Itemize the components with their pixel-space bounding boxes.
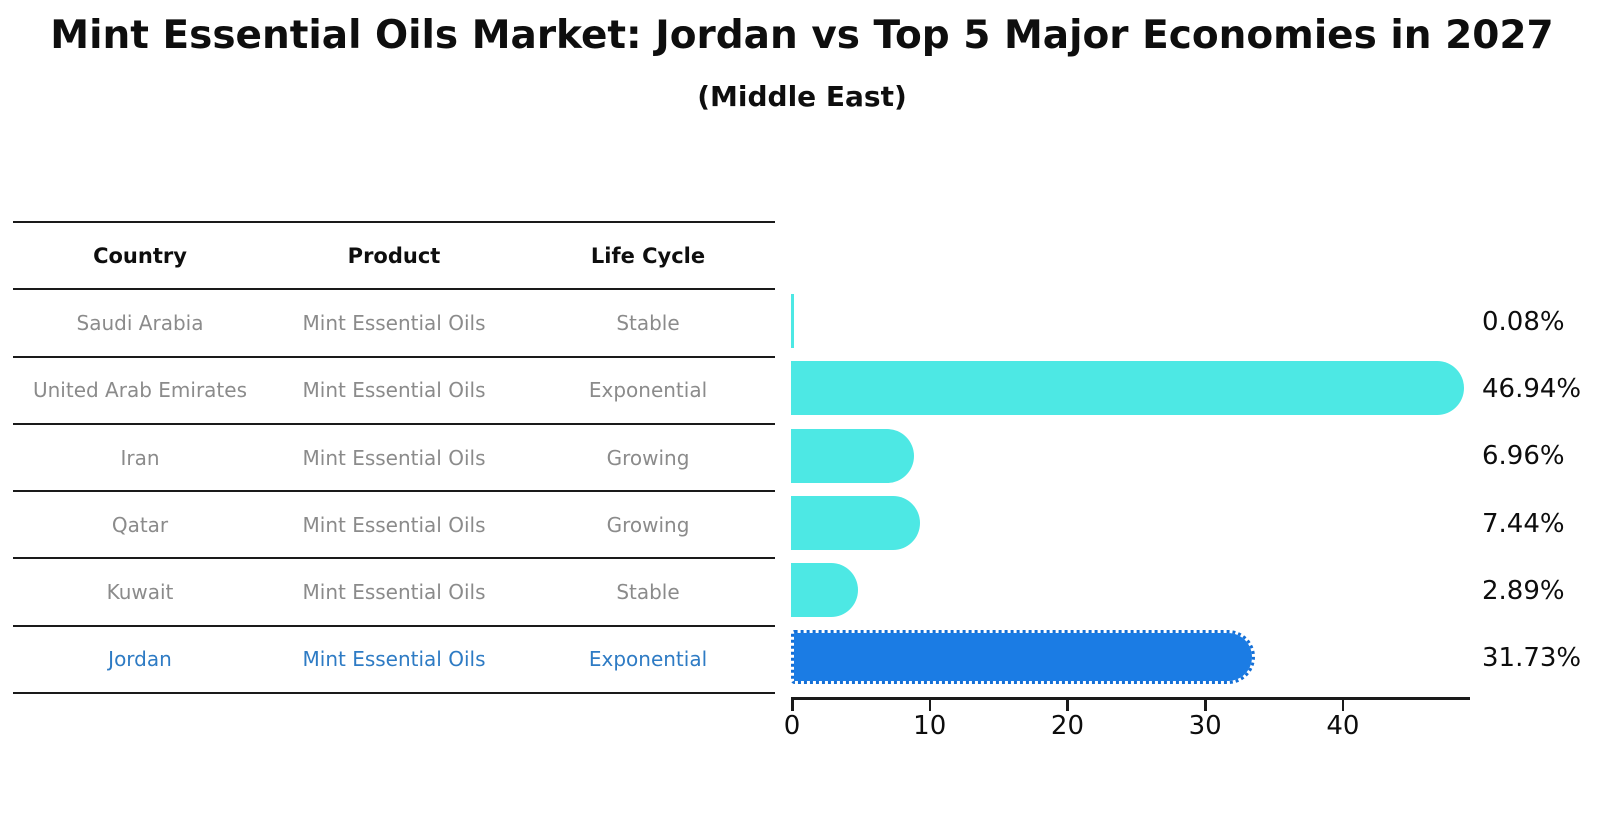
table-row-saudi-arabia: Saudi Arabia Mint Essential Oils Stable (13, 290, 775, 358)
cell-life-cycle: Stable (616, 580, 680, 605)
cell-life-cycle: Stable (616, 310, 680, 335)
bar-row-iran (791, 423, 1470, 490)
table-row-united-arab-emirates: United Arab Emirates Mint Essential Oils E… (13, 358, 775, 425)
bar-row-qatar (791, 490, 1470, 557)
bar-row-saudi-arabia (791, 288, 1470, 355)
cell-country: Kuwait (106, 580, 174, 605)
chart-subtitle: (Middle East) (697, 80, 907, 113)
cell-product: Mint Essential Oils (302, 647, 486, 672)
cell-life-cycle: Exponential (588, 378, 708, 403)
chart-title: Mint Essential Oils Market: Jordan vs To… (50, 13, 1554, 58)
cell-life-cycle: Exponential (588, 647, 708, 672)
cell-country: Saudi Arabia (76, 310, 204, 335)
x-tick-label-10: 10 (913, 711, 947, 741)
x-tick-label-0: 0 (783, 711, 801, 741)
value-label-column: 0.08% 46.94% 6.96% 7.44% 2.89% 31.73% (1482, 288, 1602, 692)
column-header-product: Product (347, 243, 441, 268)
x-tick-label-20: 20 (1050, 711, 1084, 741)
cell-product: Mint Essential Oils (302, 378, 486, 403)
cell-product: Mint Essential Oils (302, 580, 486, 605)
column-header-life-cycle: Life Cycle (590, 243, 706, 268)
x-tick-0 (791, 700, 794, 711)
table-header: Country Product Life Cycle (13, 223, 775, 291)
table-row-jordan: Jordan Mint Essential Oils Exponential (13, 627, 775, 695)
cell-country: Jordan (108, 647, 172, 672)
table-row-iran: Iran Mint Essential Oils Growing (13, 425, 775, 493)
table-body: Saudi Arabia Mint Essential Oils Stable Uni… (13, 290, 775, 695)
value-label-qatar: 7.44% (1482, 508, 1565, 539)
bar-plot (791, 288, 1470, 692)
x-tick-20 (1066, 700, 1069, 711)
bar-iran (791, 428, 914, 483)
value-label-united-arab-emirates: 46.94% (1482, 373, 1582, 404)
x-tick-40 (1341, 700, 1345, 711)
bar-saudi-arabia (791, 294, 794, 348)
bar-row-united-arab-emirates (791, 355, 1470, 422)
bar-row-jordan (791, 624, 1470, 691)
column-header-country: Country (93, 243, 187, 268)
cell-product: Mint Essential Oils (302, 310, 486, 335)
bar-jordan (791, 630, 1255, 685)
cell-product: Mint Essential Oils (302, 512, 486, 537)
value-label-saudi-arabia: 0.08% (1482, 306, 1565, 337)
cell-country: Iran (120, 445, 160, 470)
cell-country: United Arab Emirates (32, 378, 247, 403)
cell-product: Mint Essential Oils (302, 445, 486, 470)
value-label-kuwait: 2.89% (1482, 575, 1565, 606)
table-row-qatar: Qatar Mint Essential Oils Growing (13, 492, 775, 560)
country-table: Country Product Life Cycle Saudi Arabia M… (13, 221, 775, 695)
bar-kuwait (791, 563, 858, 618)
x-tick-30 (1204, 700, 1207, 711)
x-tick-label-30: 30 (1188, 711, 1222, 741)
cell-life-cycle: Growing (606, 512, 690, 537)
cell-life-cycle: Growing (606, 445, 690, 470)
bar-qatar (791, 495, 921, 550)
cell-country: Qatar (111, 512, 169, 537)
value-label-jordan: 31.73% (1482, 643, 1582, 674)
x-axis-line (791, 697, 1470, 700)
x-tick-10 (928, 700, 932, 711)
table-row-kuwait: Kuwait Mint Essential Oils Stable (13, 559, 775, 627)
x-tick-label-40: 40 (1326, 711, 1360, 741)
bar-row-kuwait (791, 557, 1470, 624)
table-header-row: Country Product Life Cycle (13, 223, 775, 291)
value-label-iran: 6.96% (1482, 441, 1565, 472)
bar-united-arab-emirates (791, 361, 1465, 416)
